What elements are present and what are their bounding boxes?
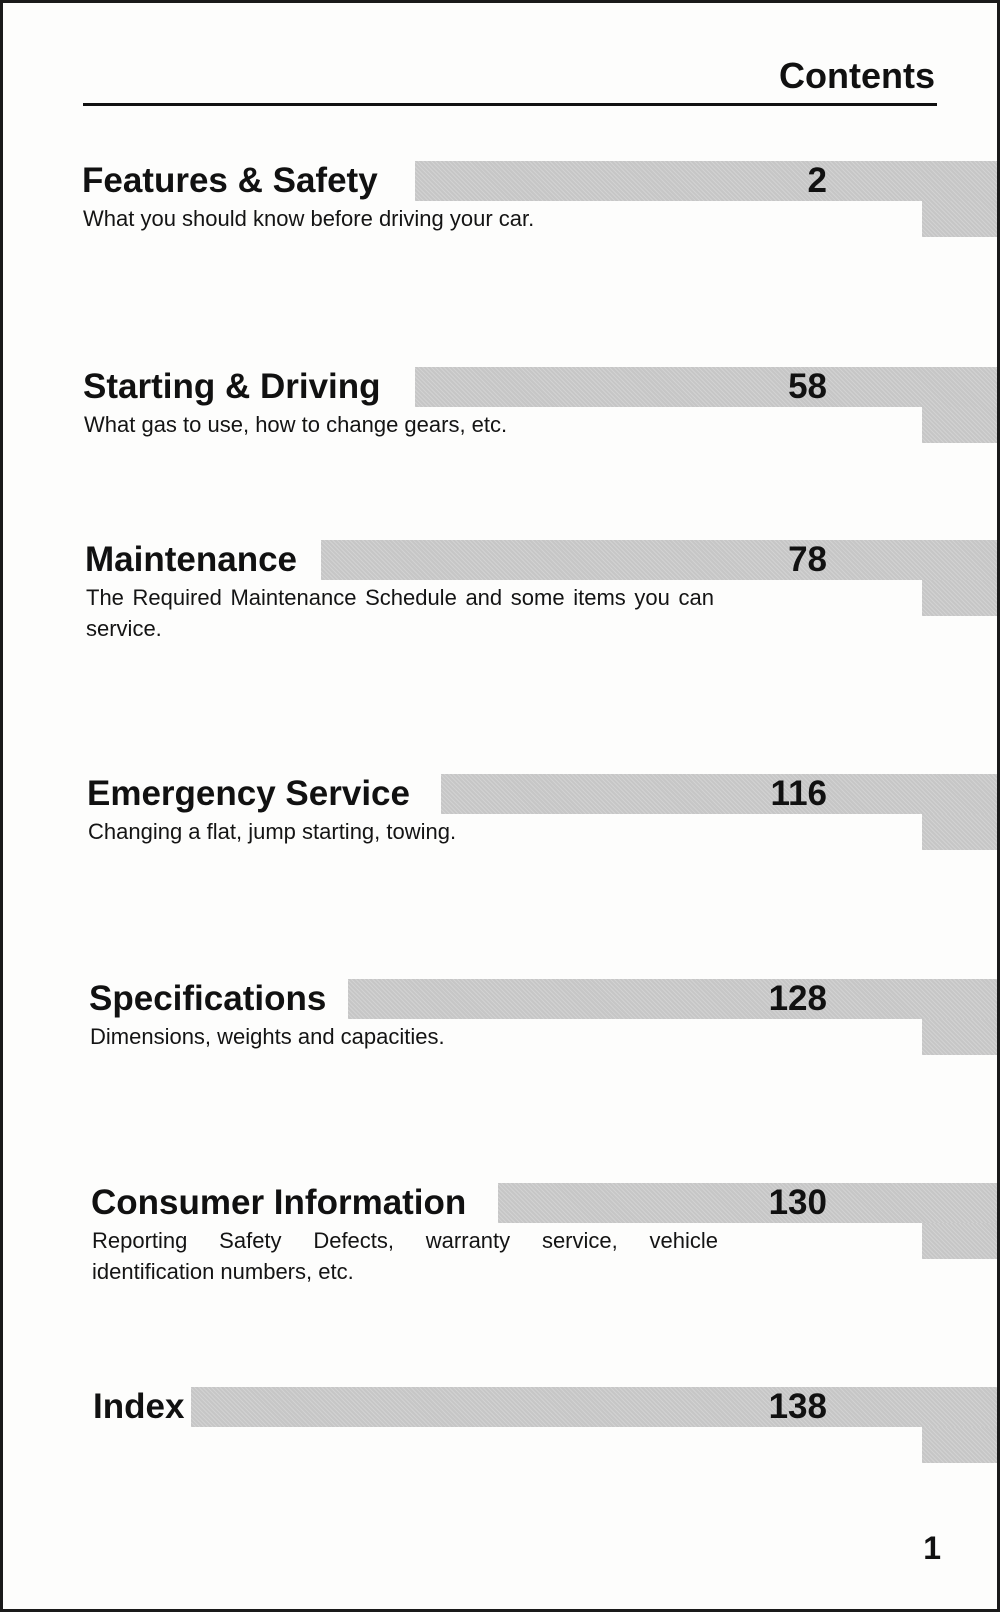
toc-entry-title: Consumer Information: [91, 1181, 473, 1225]
toc-entry-page: 78: [788, 540, 827, 579]
toc-entry-description: Reporting Safety Defects, warranty servi…: [92, 1228, 718, 1284]
page-number: 1: [923, 1530, 941, 1566]
toc-entry-page: 130: [768, 1183, 827, 1222]
toc-entry-description: The Required Maintenance Schedule and so…: [86, 585, 714, 641]
toc-entry-page: 138: [768, 1387, 827, 1426]
page-title: Contents: [779, 55, 935, 96]
toc-entry-page: 116: [770, 774, 827, 813]
toc-band: [498, 1183, 997, 1223]
toc-band: [191, 1387, 997, 1427]
toc-entry-title: Emergency Service: [87, 772, 416, 816]
toc-tab: [922, 814, 997, 850]
toc-entry-description: Dimensions, weights and capacities.: [90, 1024, 445, 1049]
toc-band: [441, 774, 997, 814]
toc-entry-title: Specifications: [89, 977, 333, 1021]
toc-band: [415, 367, 997, 407]
toc-entry-emergency-service[interactable]: Emergency Service 116 Changing a flat, j…: [3, 768, 997, 888]
toc-entry-starting-driving[interactable]: Starting & Driving 58 What gas to use, h…: [3, 361, 997, 481]
toc-entry-description: What you should know before driving your…: [83, 206, 535, 231]
toc-band: [321, 540, 997, 580]
toc-entry-title: Features & Safety: [82, 159, 384, 203]
toc-entry-title: Starting & Driving: [83, 365, 387, 409]
toc-entry-description: What gas to use, how to change gears, et…: [84, 412, 508, 437]
toc-entry-maintenance[interactable]: Maintenance 78 The Required Maintenance …: [3, 534, 997, 654]
toc-tab: [922, 1223, 997, 1259]
toc-entry-page: 58: [788, 367, 827, 406]
toc-entry-specifications[interactable]: Specifications 128 Dimensions, weights a…: [3, 973, 997, 1093]
toc-tab: [922, 1427, 997, 1463]
toc-entry-consumer-information[interactable]: Consumer Information 130 Reporting Safet…: [3, 1177, 997, 1297]
toc-entry-features-safety[interactable]: Features & Safety 2 What you should know…: [3, 155, 997, 275]
toc-tab: [922, 580, 997, 616]
toc-entry-page: 2: [807, 161, 827, 200]
header-rule: [83, 103, 937, 106]
toc-tab: [922, 407, 997, 443]
toc-entry-index[interactable]: Index 138: [3, 1381, 997, 1501]
toc-entry-page: 128: [768, 979, 827, 1018]
toc-tab: [922, 1019, 997, 1055]
toc-entry-title: Maintenance: [85, 538, 303, 582]
toc-band: [415, 161, 997, 201]
toc-entry-description: Changing a flat, jump starting, towing.: [88, 819, 457, 844]
toc-band: [348, 979, 997, 1019]
toc-entry-title: Index: [93, 1385, 191, 1429]
toc-tab: [922, 201, 997, 237]
